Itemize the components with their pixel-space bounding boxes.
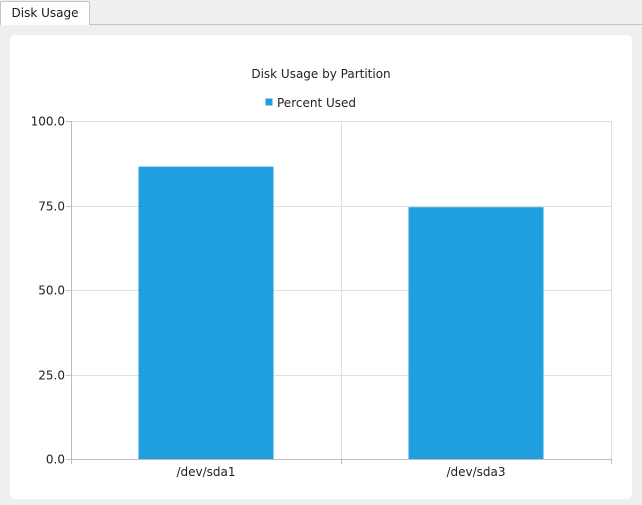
y-axis: 0.0 25.0 50.0 75.0 100.0 — [31, 115, 72, 467]
tab-bar: Disk Usage — [0, 0, 642, 26]
legend: Percent Used — [265, 96, 356, 110]
y-tick-label: 100.0 — [31, 115, 65, 129]
bar-dev-sda1 — [138, 166, 274, 459]
y-tick-label: 75.0 — [38, 200, 65, 214]
bar-chart: Disk Usage by Partition Percent Used 0.0… — [31, 67, 612, 479]
chart-card: Disk Usage by Partition Percent Used 0.0… — [10, 35, 632, 499]
x-axis: /dev/sda1/dev/sda3 — [71, 459, 612, 479]
y-tick-label: 50.0 — [38, 284, 65, 298]
legend-swatch — [265, 98, 273, 106]
legend-label: Percent Used — [277, 96, 356, 110]
tab-disk-usage[interactable]: Disk Usage — [0, 1, 90, 26]
y-tick-label: 25.0 — [38, 369, 65, 383]
tab-panel: Disk Usage by Partition Percent Used 0.0… — [0, 25, 642, 505]
x-tick-label: /dev/sda3 — [446, 465, 505, 479]
chart-title: Disk Usage by Partition — [251, 67, 390, 81]
bars — [138, 166, 544, 459]
bar-dev-sda3 — [408, 207, 544, 459]
y-tick-label: 0.0 — [46, 453, 65, 467]
x-tick-label: /dev/sda1 — [176, 465, 235, 479]
